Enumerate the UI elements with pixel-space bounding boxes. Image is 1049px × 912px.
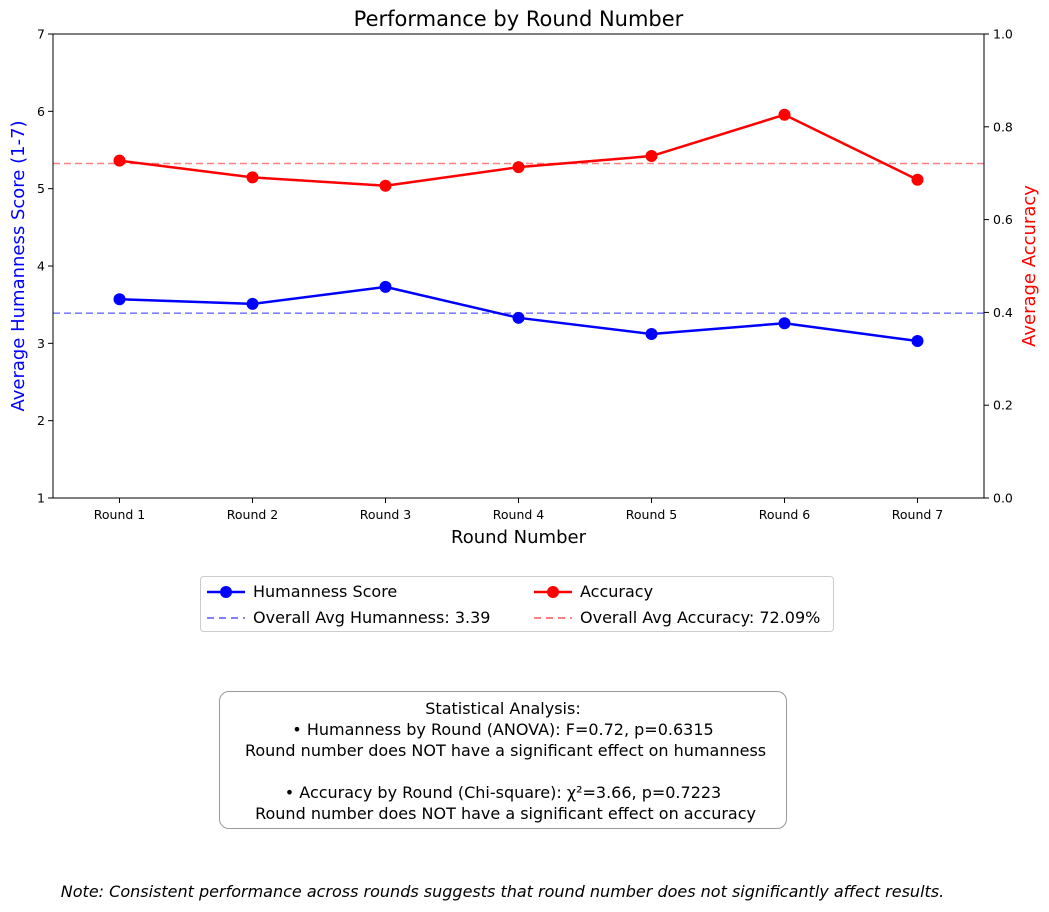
- stats-humanness-test: • Humanness by Round (ANOVA): F=0.72, p=…: [292, 720, 714, 739]
- left-axis-label: Average Humanness Score (1-7): [8, 120, 29, 411]
- data-point-humanness-score: [778, 317, 791, 330]
- right-axis-tick-label: 0.8: [993, 119, 1013, 134]
- left-axis-tick-label: 5: [37, 181, 45, 196]
- x-axis-tick-label: Round 2: [227, 507, 278, 522]
- legend-dashed-blue-icon: [207, 617, 245, 619]
- right-axis-tick-label: 1.0: [993, 27, 1013, 42]
- x-axis-tick-label: Round 4: [493, 507, 545, 522]
- legend-label: Overall Avg Accuracy: 72.09%: [580, 608, 821, 627]
- data-point-accuracy: [113, 154, 126, 167]
- legend: Humanness Score Overall Avg Humanness: 3…: [200, 576, 834, 632]
- data-point-accuracy: [379, 179, 392, 192]
- right-axis-tick-label: 0.2: [993, 398, 1013, 413]
- x-axis-tick-label: Round 5: [626, 507, 677, 522]
- right-axis-tick-label: 0.4: [993, 305, 1013, 320]
- data-point-accuracy: [512, 161, 525, 174]
- left-axis-tick-label: 1: [37, 491, 45, 506]
- legend-label: Humanness Score: [253, 582, 398, 601]
- x-axis-tick-label: Round 7: [892, 507, 943, 522]
- data-point-humanness-score: [512, 311, 525, 324]
- stats-humanness-result: Round number does NOT have a significant…: [239, 741, 767, 760]
- stats-accuracy-test: • Accuracy by Round (Chi-square): χ²=3.6…: [284, 783, 722, 802]
- stats-accuracy-result: Round number does NOT have a significant…: [250, 804, 756, 823]
- data-point-accuracy: [778, 108, 791, 121]
- chart-title: Performance by Round Number: [354, 7, 684, 31]
- x-axis-tick-label: Round 1: [94, 507, 145, 522]
- right-axis-tick-label: 0.6: [993, 212, 1013, 227]
- right-axis-tick-label: 0.0: [993, 491, 1013, 506]
- x-axis-label: Round Number: [451, 527, 587, 548]
- data-point-accuracy: [246, 171, 259, 184]
- left-axis-tick-label: 3: [37, 336, 45, 351]
- right-axis-label: Average Accuracy: [1019, 185, 1040, 347]
- data-point-accuracy: [645, 150, 658, 163]
- statistical-analysis-box: Statistical Analysis: • Humanness by Rou…: [219, 691, 787, 829]
- left-axis-tick-label: 7: [37, 27, 45, 42]
- stats-spacer: [220, 761, 786, 782]
- data-point-humanness-score: [113, 293, 126, 306]
- legend-label: Overall Avg Humanness: 3.39: [253, 608, 491, 627]
- footnote: Note: Consistent performance across roun…: [60, 882, 945, 901]
- data-point-humanness-score: [379, 280, 392, 293]
- data-point-humanness-score: [911, 335, 924, 348]
- data-point-humanness-score: [645, 328, 658, 341]
- legend-humanness-marker-icon: [207, 586, 245, 598]
- legend-dashed-red-icon: [534, 617, 572, 619]
- left-axis-tick-label: 4: [37, 259, 45, 274]
- plot-frame: [52, 33, 985, 499]
- x-axis-tick-label: Round 6: [759, 507, 811, 522]
- x-axis-tick-label: Round 3: [360, 507, 411, 522]
- left-axis-tick-label: 2: [37, 413, 45, 428]
- stats-heading: Statistical Analysis:: [425, 699, 581, 718]
- left-axis-tick-label: 6: [37, 104, 45, 119]
- legend-label: Accuracy: [580, 582, 654, 601]
- performance-chart: Performance by Round Number 1 2 3 4 5 6 7 0.0 0.2…: [8, 7, 1040, 548]
- series-line-accuracy: [119, 113, 919, 187]
- data-point-accuracy: [911, 173, 924, 186]
- legend-accuracy-marker-icon: [534, 586, 572, 598]
- data-point-humanness-score: [246, 297, 259, 310]
